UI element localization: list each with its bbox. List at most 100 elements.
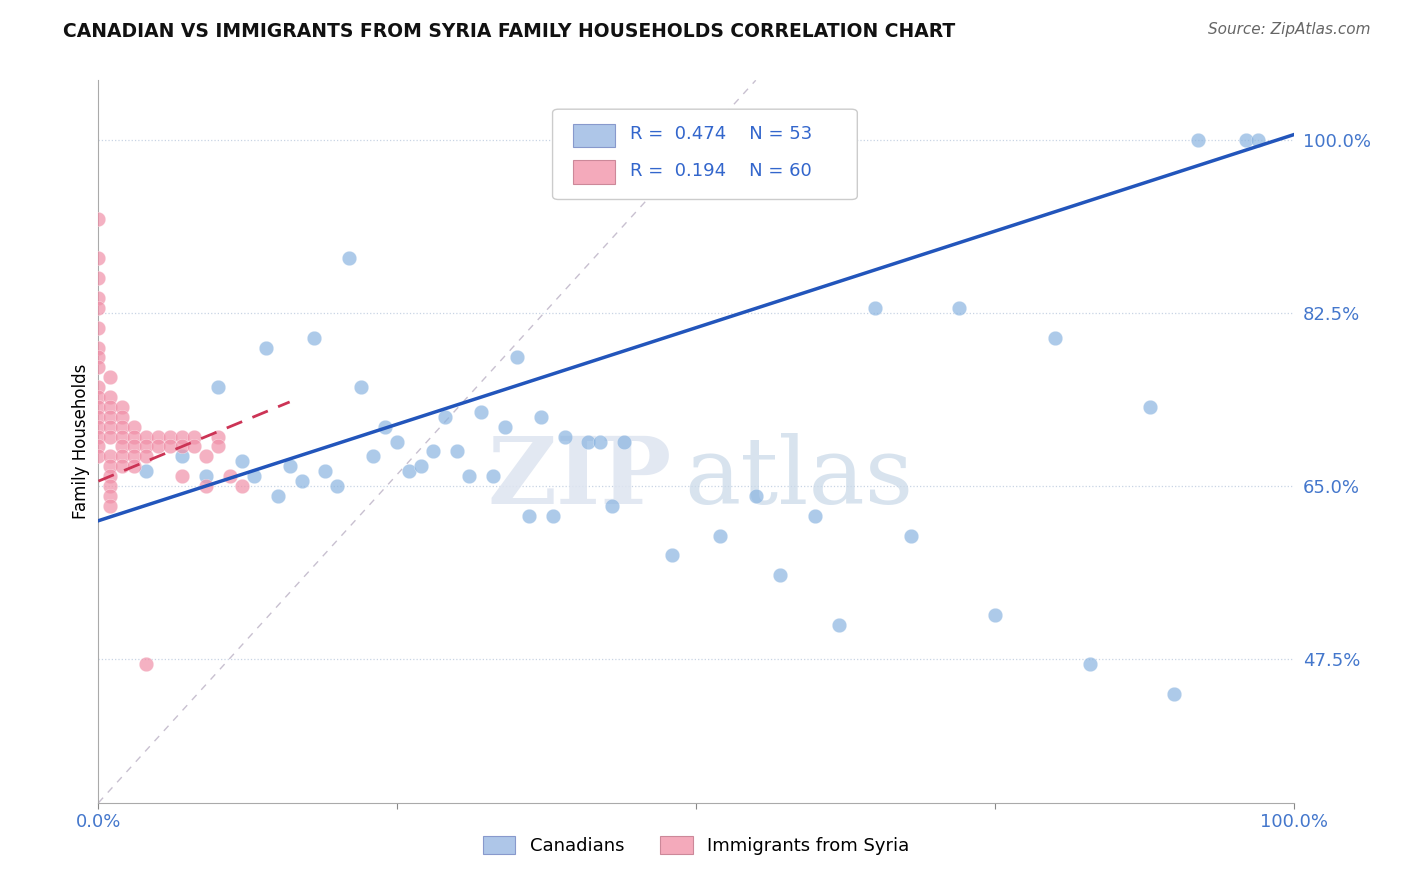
Point <box>98 419 122 434</box>
Point <box>374 419 396 434</box>
Point <box>98 499 122 513</box>
Point <box>87 341 110 355</box>
Point <box>135 429 157 443</box>
Point <box>219 469 242 483</box>
Point <box>422 444 444 458</box>
Point <box>135 450 157 464</box>
Point <box>135 440 157 454</box>
Point <box>98 390 122 404</box>
Point <box>87 291 110 305</box>
Point <box>172 429 194 443</box>
Point <box>98 370 122 384</box>
Point <box>87 400 110 414</box>
Point <box>506 351 529 365</box>
Point <box>900 528 922 542</box>
Point <box>124 440 146 454</box>
Point <box>411 459 433 474</box>
Point <box>745 489 768 503</box>
Point <box>350 380 373 394</box>
Point <box>207 440 229 454</box>
Point <box>159 440 181 454</box>
Point <box>111 409 134 424</box>
Point <box>148 429 170 443</box>
Point <box>135 657 157 672</box>
Point <box>1187 133 1209 147</box>
Point <box>1043 330 1066 344</box>
Point <box>87 351 110 365</box>
Point <box>530 409 553 424</box>
Point <box>87 252 110 266</box>
Point <box>124 419 146 434</box>
Point <box>87 440 110 454</box>
Point <box>111 450 134 464</box>
Point <box>828 617 851 632</box>
Bar <box>572 124 614 147</box>
Bar <box>572 161 614 184</box>
Point <box>172 469 194 483</box>
Point <box>326 479 349 493</box>
Point <box>98 479 122 493</box>
Point <box>541 508 564 523</box>
Point <box>124 450 146 464</box>
Point <box>1247 133 1270 147</box>
Point <box>111 459 134 474</box>
Point <box>98 429 122 443</box>
Point <box>339 252 361 266</box>
Point <box>111 419 134 434</box>
Point <box>1234 133 1257 147</box>
Point <box>446 444 468 458</box>
Point <box>494 419 516 434</box>
Point <box>434 409 457 424</box>
Text: CANADIAN VS IMMIGRANTS FROM SYRIA FAMILY HOUSEHOLDS CORRELATION CHART: CANADIAN VS IMMIGRANTS FROM SYRIA FAMILY… <box>63 22 956 41</box>
Point <box>207 429 229 443</box>
Point <box>135 464 157 478</box>
Point <box>87 301 110 315</box>
Point <box>98 409 122 424</box>
Point <box>602 499 624 513</box>
Point <box>470 405 492 419</box>
Text: R =  0.474    N = 53: R = 0.474 N = 53 <box>630 126 813 144</box>
Point <box>98 469 122 483</box>
Point <box>98 450 122 464</box>
Point <box>315 464 337 478</box>
Point <box>172 450 194 464</box>
Point <box>87 320 110 334</box>
Point <box>517 508 540 523</box>
Point <box>195 479 218 493</box>
Point <box>865 301 887 315</box>
Y-axis label: Family Households: Family Households <box>72 364 90 519</box>
Point <box>458 469 481 483</box>
Point <box>243 469 266 483</box>
Point <box>302 330 325 344</box>
Point <box>231 454 253 468</box>
Point <box>111 429 134 443</box>
Point <box>148 440 170 454</box>
Point <box>804 508 827 523</box>
Text: Source: ZipAtlas.com: Source: ZipAtlas.com <box>1208 22 1371 37</box>
Point <box>183 440 205 454</box>
Text: ZIP: ZIP <box>488 433 672 523</box>
Point <box>1080 657 1102 672</box>
Point <box>87 271 110 285</box>
Point <box>984 607 1007 622</box>
Point <box>613 434 636 449</box>
Point <box>398 464 420 478</box>
Point <box>98 489 122 503</box>
Point <box>111 440 134 454</box>
Point <box>124 459 146 474</box>
Point <box>87 211 110 226</box>
Point <box>87 360 110 375</box>
FancyBboxPatch shape <box>553 109 858 200</box>
Point <box>87 419 110 434</box>
Legend: Canadians, Immigrants from Syria: Canadians, Immigrants from Syria <box>482 836 910 855</box>
Point <box>267 489 290 503</box>
Point <box>231 479 253 493</box>
Point <box>768 568 790 582</box>
Point <box>385 434 409 449</box>
Point <box>291 474 314 488</box>
Point <box>661 549 683 563</box>
Point <box>709 528 731 542</box>
Point <box>254 341 277 355</box>
Text: R =  0.194    N = 60: R = 0.194 N = 60 <box>630 161 813 179</box>
Point <box>111 400 134 414</box>
